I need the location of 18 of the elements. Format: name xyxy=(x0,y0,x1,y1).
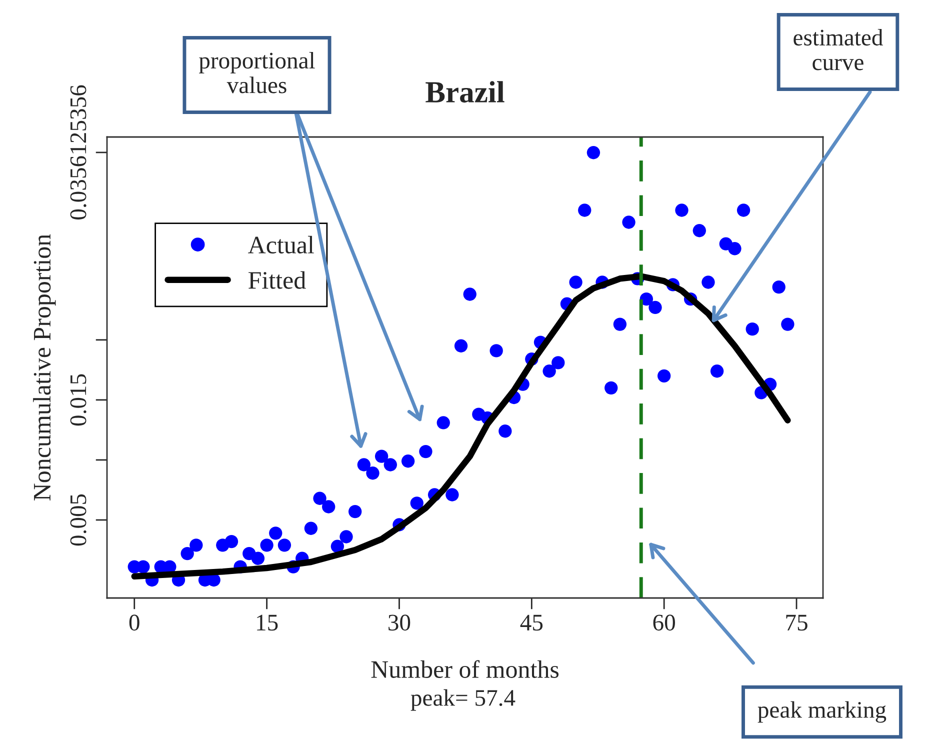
text: proportional values xyxy=(199,52,315,94)
annotation: estimated curve xyxy=(794,28,883,70)
legend-label: Fitted xyxy=(248,271,306,289)
x-tick-label: 30 xyxy=(388,614,410,631)
y-tick-label: 0.005 xyxy=(70,494,86,546)
x-tick-label: 0 xyxy=(129,614,140,631)
text: peak marking xyxy=(758,701,886,723)
y-tick-label: 0.0356125356 xyxy=(70,85,86,220)
x-tick-label: 60 xyxy=(653,614,675,631)
x-axis-title: Number of months xyxy=(371,660,559,678)
chart-title: Brazil xyxy=(426,81,504,103)
y-axis-title: Noncumulative Proportion xyxy=(33,234,56,500)
legend-label: Actual xyxy=(248,236,314,254)
x-tick-label: 15 xyxy=(257,614,278,631)
x-tick-label: 45 xyxy=(520,614,543,631)
x-tick-label: 75 xyxy=(786,614,808,631)
y-tick-label: 0.015 xyxy=(70,374,86,426)
text: peak= 57.4 xyxy=(410,689,516,711)
